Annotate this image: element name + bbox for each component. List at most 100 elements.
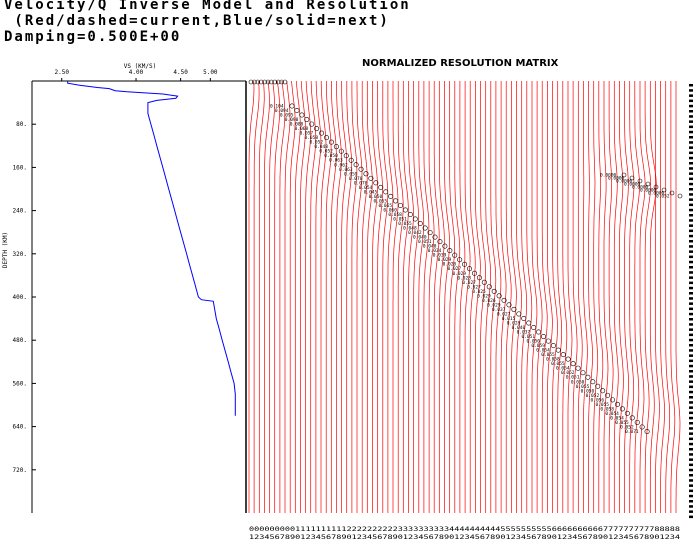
velocity-model-line [67, 81, 236, 416]
vs-axis-label: VS (KM/S) [124, 63, 157, 70]
diagonal-marker [304, 117, 310, 123]
resolution-kernel-line [464, 81, 471, 513]
row-label-mark [689, 203, 693, 207]
diagonal-marker [501, 297, 507, 303]
depth-tick-label: 240. [13, 208, 27, 215]
diagonal-marker [457, 257, 463, 263]
vs-tick-label: 4.50 [173, 69, 188, 76]
row-label-mark [689, 437, 693, 441]
row-label-mark [689, 380, 693, 383]
diagonal-marker [491, 288, 497, 294]
resolution-kernel-line [433, 81, 440, 513]
diagonal-marker [531, 325, 537, 331]
resolution-kernel-line [336, 81, 342, 513]
row-label-mark [689, 385, 693, 389]
top-marker [272, 79, 278, 85]
right-cluster-label: 0.0000 [616, 179, 633, 185]
column-labels-tens: 0000000001111111111222222222233333333334… [249, 526, 680, 533]
diagonal-value-label: 0.048 [314, 144, 328, 150]
row-label-mark [689, 182, 693, 186]
diagonal-value-label: 0.055 [615, 420, 629, 426]
top-marker [252, 79, 257, 85]
diagonal-marker [595, 383, 601, 389]
diagonal-marker [462, 261, 468, 267]
diagonal-marker [343, 153, 349, 159]
row-label-mark [689, 281, 693, 285]
right-cluster-marker [661, 187, 667, 193]
resolution-kernel-line [536, 81, 543, 513]
resolution-kernel-line [438, 81, 445, 513]
diagonal-marker [526, 320, 532, 326]
diagonal-value-label: 0.054 [536, 348, 550, 354]
diagonal-marker [634, 419, 640, 425]
row-label-mark [689, 188, 693, 191]
row-label-mark [689, 354, 693, 357]
diagonal-value-label: 0.059 [531, 343, 545, 349]
diagonal-marker [511, 306, 517, 312]
resolution-kernel-line [289, 80, 296, 513]
diagonal-value-label: 0.025 [472, 289, 486, 295]
row-label-mark [689, 494, 693, 498]
diagonal-value-label: 0.058 [600, 406, 614, 412]
diagonal-value-label: 0.050 [369, 194, 383, 200]
diagonal-value-label: 0.029 [487, 302, 501, 308]
resolution-kernel-line [593, 81, 599, 513]
diagonal-marker [481, 279, 487, 285]
row-label-mark [689, 110, 693, 113]
top-marker [265, 79, 271, 85]
diagonal-marker [545, 338, 551, 344]
diagonal-marker [328, 139, 334, 145]
row-label-mark [689, 442, 693, 446]
diagonal-marker [289, 103, 295, 109]
diagonal-value-label: 0.048 [403, 226, 417, 232]
resolution-kernel-line [300, 80, 306, 513]
resolution-kernel-line [634, 81, 640, 513]
row-label-mark [689, 307, 693, 311]
diagonal-marker [575, 365, 581, 371]
diagonal-marker [393, 198, 399, 204]
depth-tick-label: 400. [13, 294, 27, 301]
top-marker [269, 79, 274, 85]
right-cluster-marker [645, 181, 651, 187]
right-edge-labels [689, 84, 693, 519]
diagonal-value-label: 0.054 [359, 185, 373, 191]
diagonal-value-label: 0.027 [462, 280, 476, 286]
resolution-kernel-line [341, 80, 347, 513]
diagonal-value-label: 0.050 [581, 388, 595, 394]
diagonal-marker [619, 406, 625, 412]
diagonal-value-label: 0.051 [566, 375, 580, 381]
diagonal-value-label: 0.052 [319, 149, 333, 155]
resolution-kernel-line [516, 81, 522, 513]
row-label-mark [689, 484, 693, 487]
resolution-kernel-line [619, 81, 624, 513]
row-label-mark [689, 271, 693, 274]
diagonal-marker [496, 293, 502, 299]
row-label-mark [689, 359, 693, 363]
diagonal-marker [363, 171, 369, 177]
diagonal-marker [437, 239, 443, 245]
column-labels-ones: 1234567890123456789012345678901234567890… [249, 534, 680, 539]
diagonal-value-label: 0.058 [388, 212, 402, 218]
diagonal-value-label: 0.039 [433, 253, 447, 259]
resolution-kernel-line [598, 81, 604, 513]
resolution-kernel-line [402, 81, 409, 513]
diagonal-value-label: 0.028 [507, 320, 521, 326]
diagonal-value-label: 0.028 [457, 275, 471, 281]
chart-title-line2: (Red/dashed=current,Blue/solid=next) [4, 13, 390, 29]
diagonal-marker [314, 126, 320, 132]
diagonal-marker [590, 379, 596, 385]
resolution-kernel-line [521, 81, 528, 513]
diagonal-marker [580, 370, 586, 376]
resolution-kernel-line [454, 81, 461, 513]
row-label-mark [689, 208, 693, 212]
diagonal-marker [358, 166, 364, 172]
depth-tick-label: 80. [16, 121, 27, 128]
diagonal-marker [402, 207, 408, 213]
diagonal-marker [397, 202, 403, 208]
row-label-mark [689, 390, 693, 394]
resolution-kernel-line [639, 81, 646, 513]
diagonal-value-label: 0.055 [374, 198, 388, 204]
resolution-kernel-line [644, 81, 652, 513]
resolution-kernel-line [330, 81, 337, 513]
row-label-mark [689, 136, 693, 139]
